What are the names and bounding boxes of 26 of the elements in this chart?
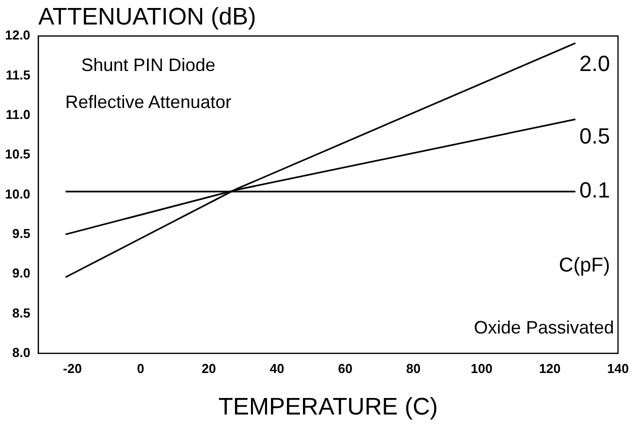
y-tick-label: 9.0 (12, 266, 30, 281)
series-label: 2.0 (579, 51, 610, 76)
y-tick-label: 11.5 (6, 67, 30, 82)
annotation: Oxide Passivated (474, 317, 614, 338)
x-tick-label: 20 (202, 360, 216, 376)
x-tick-label: 140 (607, 360, 629, 376)
legend-title: C(pF) (558, 254, 610, 277)
annotation: Shunt PIN Diode Reflective Attenuator (65, 54, 232, 112)
x-tick-label: -20 (63, 360, 82, 376)
x-tick-label: 120 (538, 360, 561, 376)
x-axis-title: TEMPERATURE (C) (218, 394, 438, 421)
y-tick-label: 9.5 (12, 226, 30, 241)
y-tick-label: 8.5 (12, 305, 30, 320)
x-tick-label: 80 (406, 360, 421, 376)
y-tick-label: 10.0 (4, 186, 30, 202)
x-tick-label: 100 (470, 360, 492, 376)
series-label: 0.5 (579, 123, 610, 148)
x-tick-label: 60 (338, 360, 352, 376)
y-tick-label: 10.5 (4, 146, 30, 162)
series-label: 0.1 (579, 178, 610, 203)
x-tick-label: 0 (136, 360, 144, 376)
y-tick-label: 12.0 (4, 28, 30, 43)
y-axis-title: ATTENUATION (dB) (38, 4, 256, 31)
y-tick-label: 11.0 (6, 106, 30, 122)
y-tick-label: 8.0 (12, 344, 30, 360)
x-tick-label: 40 (270, 360, 284, 376)
